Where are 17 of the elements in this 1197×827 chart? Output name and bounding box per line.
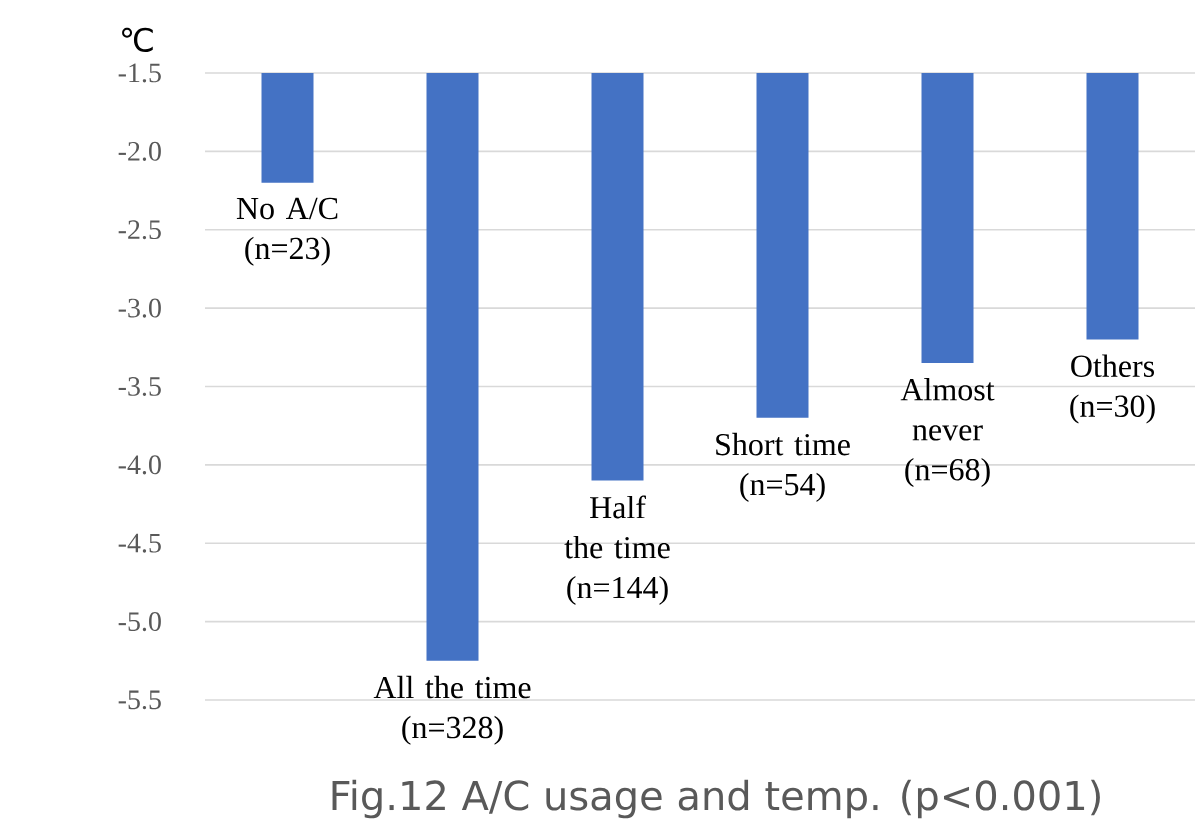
y-tick-label: -4.5 bbox=[118, 533, 161, 553]
x-tick-label: No A/C (n=23) bbox=[236, 197, 338, 266]
x-tick-label: Short time (n=54) bbox=[716, 432, 850, 502]
x-tick-label: Almost never (n=68) bbox=[900, 378, 995, 488]
x-tick-label: Others (n=30) bbox=[1070, 354, 1155, 424]
y-tick-label: -3.5 bbox=[118, 377, 161, 396]
y-tick-label: -5.0 bbox=[118, 612, 161, 632]
text: Fig.12 A/C usage and temp. (p<0.001) bbox=[332, 779, 1100, 819]
y-tick-label: -1.5 bbox=[118, 63, 161, 83]
y-tick-label: -5.5 bbox=[118, 690, 161, 710]
y-tick-label: -2.5 bbox=[118, 220, 161, 240]
y-tick-label: -2.0 bbox=[118, 141, 161, 161]
y-tick-label: -4.0 bbox=[118, 455, 161, 475]
y-tick-label: -3.0 bbox=[118, 298, 161, 318]
y-axis-title: ℃ bbox=[122, 27, 153, 52]
x-tick-label: Half the time (n=144) bbox=[564, 495, 670, 605]
x-tick-label: All the time (n=328) bbox=[373, 675, 531, 745]
